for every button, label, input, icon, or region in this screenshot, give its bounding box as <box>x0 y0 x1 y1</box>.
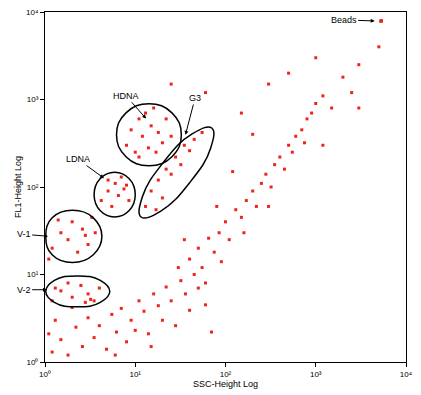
svg-text:10³: 10³ <box>27 95 39 104</box>
svg-text:V-2: V-2 <box>17 285 31 295</box>
svg-text:10⁴: 10⁴ <box>400 370 413 379</box>
svg-text:10²: 10² <box>27 183 39 192</box>
svg-text:V-1: V-1 <box>17 229 31 239</box>
svg-text:HDNA: HDNA <box>113 91 139 101</box>
svg-text:10¹: 10¹ <box>129 370 141 379</box>
svg-text:LDNA: LDNA <box>66 154 90 164</box>
svg-text:10⁰: 10⁰ <box>39 370 51 379</box>
svg-text:G3: G3 <box>189 93 201 103</box>
svg-text:SSC-Height Log: SSC-Height Log <box>193 379 258 389</box>
svg-text:FL1-Height Log: FL1-Height Log <box>13 156 23 218</box>
svg-text:10¹: 10¹ <box>27 270 39 279</box>
svg-text:10³: 10³ <box>310 370 322 379</box>
svg-text:Beads: Beads <box>331 15 357 25</box>
svg-text:10²: 10² <box>220 370 232 379</box>
svg-text:10⁴: 10⁴ <box>26 8 39 17</box>
svg-text:10⁰: 10⁰ <box>26 358 38 367</box>
